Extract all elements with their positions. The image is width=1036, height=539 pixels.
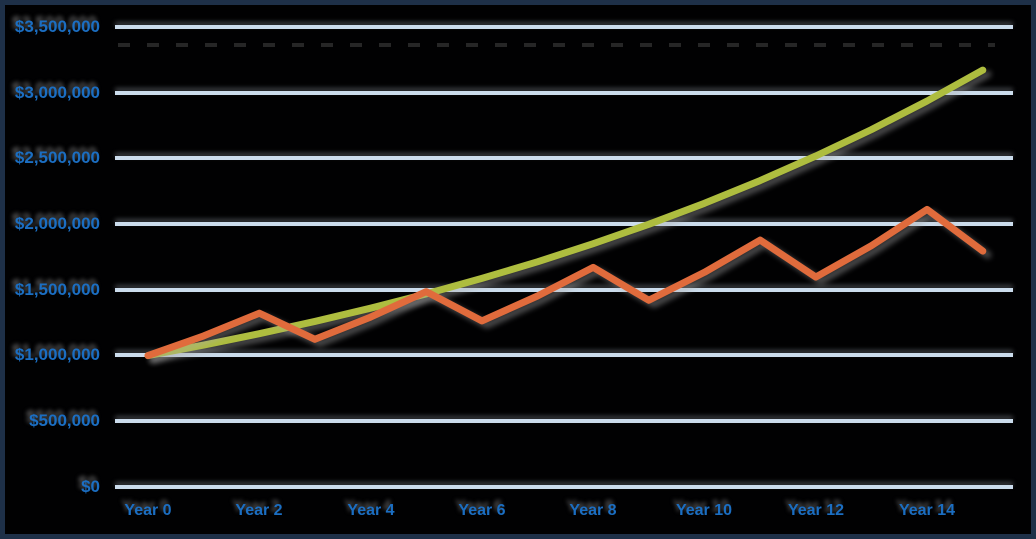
- x-tick-label: Year 14: [898, 502, 956, 519]
- y-tick-label: $2,500,000: [14, 148, 100, 167]
- y-tick-label: $3,000,000: [14, 83, 100, 102]
- faint-dashed-line: [118, 43, 995, 47]
- x-tick-label: Year 0: [124, 502, 172, 519]
- x-tick-label: Year 12: [787, 502, 845, 519]
- x-tick-label: Year 8: [569, 502, 617, 519]
- y-tick-label: $1,500,000: [14, 280, 100, 299]
- x-tick-label: Year 2: [235, 502, 283, 519]
- orange-volatile-line: [144, 205, 987, 360]
- y-tick-label: $1,000,000: [14, 345, 100, 364]
- gridline-3500000: [115, 25, 1013, 29]
- gridline-2500000: [115, 156, 1013, 160]
- gridline-1000000: [115, 353, 1013, 357]
- x-tick-label: Year 4: [347, 502, 395, 519]
- gridline-0: [115, 485, 1013, 489]
- y-tick-label: $2,000,000: [14, 214, 100, 233]
- green-growth-line: [144, 66, 987, 360]
- gridline-3000000: [115, 91, 1013, 95]
- gridline-1500000: [115, 288, 1013, 292]
- x-tick-label: Year 6: [458, 502, 506, 519]
- gridline-500000: [115, 419, 1013, 423]
- y-tick-label: $500,000: [29, 411, 100, 430]
- gridline-2000000: [115, 222, 1013, 226]
- y-tick-label: $0: [81, 477, 100, 496]
- y-tick-label: $3,500,000: [14, 17, 100, 36]
- x-tick-label: Year 10: [675, 502, 733, 519]
